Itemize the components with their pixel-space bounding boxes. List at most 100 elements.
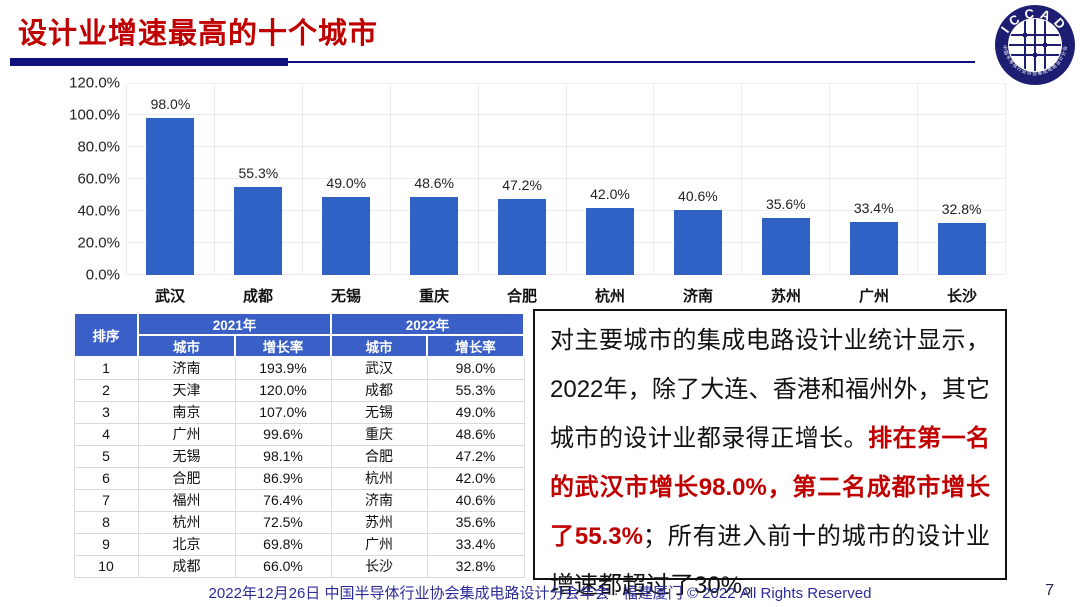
bar-value-label: 35.6% [765,196,806,213]
bar-成都 [234,186,283,275]
table-cell-city_2021: 无锡 [137,445,236,468]
bar-重庆 [410,197,459,275]
table-body: 1 济南 193.9% 武汉 98.0% 2 天津 120.0% 成都 55.3% 3 南京 107.0… [73,357,525,578]
table-cell-rank: 7 [73,489,139,512]
table-cell-city_2021: 广州 [137,423,236,446]
table-cell-city_2022: 成都 [330,379,428,402]
chart-x-axis: 武汉 成都 无锡 重庆 合肥 杭州 济南 苏州 广州 长沙 [126,281,1006,306]
summary-text-black-1: 对主要城市的集成电路设计业统计显示，2022年，除了大连、香港和福州外，其它城市… [550,327,990,452]
footer-text: 2022年12月26日 中国半导体行业协会集成电路设计分会年会 · 福建厦门 ©… [208,585,872,602]
y-tick-label: 80.0% [77,138,120,156]
chart-plot: 98.0% 55.3% 49.0% 48.6% 47.2% 42.0% 40.6% 35.6%… [126,83,1007,275]
chart-bar-column: 35.6% [742,84,831,275]
table-subheader-growth-2021: 增长率 [233,334,333,358]
table-row: 10 成都 66.0% 长沙 32.8% [73,555,525,578]
bar-value-label: 33.4% [853,199,894,216]
table-cell-city_2021: 天津 [137,379,236,402]
table-cell-city_2022: 重庆 [330,423,428,446]
chart-bar-column: 55.3% [215,84,303,275]
table-subheader-city-2021: 城市 [137,334,236,358]
y-tick-label: 100.0% [69,106,120,124]
bar-杭州 [585,207,634,275]
x-category-label: 苏州 [770,288,801,305]
title-underline-thick [10,58,288,66]
table-cell-growth_2022: 35.6% [426,511,525,534]
y-tick-label: 60.0% [77,170,120,188]
table-cell-growth_2021: 72.5% [234,511,332,534]
table-cell-city_2021: 福州 [137,489,236,512]
chart-bar-column: 32.8% [918,84,1007,275]
y-tick-label: 20.0% [77,234,120,252]
bar-value-label: 32.8% [941,200,982,217]
y-tick-label: 120.0% [69,74,120,92]
table-cell-rank: 4 [73,423,139,446]
table-cell-city_2022: 苏州 [330,511,428,534]
table-cell-city_2022: 杭州 [330,467,428,490]
chart-bar-column: 42.0% [567,84,655,275]
chart-y-axis: 120.0% 100.0% 80.0% 60.0% 40.0% 20.0% 0.0% [64,75,120,284]
table-row: 8 杭州 72.5% 苏州 35.6% [73,511,525,534]
table-cell-rank: 8 [73,511,139,534]
bar-合肥 [498,199,547,275]
table-cell-rank: 2 [73,379,139,402]
table-cell-growth_2022: 32.8% [426,555,525,578]
table-cell-city_2021: 杭州 [137,511,236,534]
table-cell-city_2022: 长沙 [330,555,428,578]
table-cell-city_2022: 合肥 [330,445,428,468]
x-category-label: 重庆 [418,288,449,305]
table-cell-growth_2021: 86.9% [234,467,332,490]
bar-value-label: 42.0% [590,185,630,202]
table-cell-rank: 10 [73,555,139,578]
x-category-label: 合肥 [506,288,537,305]
y-tick-label: 40.0% [77,202,120,220]
page-number: 7 [1045,582,1054,599]
page-title: 设计业增速最高的十个城市 [18,18,379,50]
table-header-rank: 排序 [73,312,139,358]
table-row: 9 北京 69.8% 广州 33.4% [73,533,525,556]
chart-bar-column: 33.4% [830,84,919,275]
x-category-label: 成都 [242,288,273,305]
table-cell-growth_2022: 55.3% [426,379,525,402]
summary-text-black-2: ；所有进入前十的城市的设计业增速都超过了30%。 [550,523,990,599]
bar-长沙 [937,222,986,275]
table-cell-growth_2022: 48.6% [426,423,525,446]
table-cell-growth_2021: 98.1% [234,445,332,468]
bar-济南 [673,210,722,275]
bar-value-label: 48.6% [414,175,455,192]
table-row: 7 福州 76.4% 济南 40.6% [73,489,525,512]
x-category-label: 长沙 [946,288,977,305]
table-row: 2 天津 120.0% 成都 55.3% [73,379,525,402]
x-category-label: 广州 [858,288,889,305]
table-cell-growth_2021: 66.0% [234,555,332,578]
table-subheader-city-2022: 城市 [330,334,429,358]
table-cell-city_2021: 济南 [137,357,236,380]
chart-bar-column: 49.0% [303,84,391,275]
bar-广州 [849,221,898,275]
bar-苏州 [761,218,810,275]
table-cell-rank: 5 [73,445,139,468]
table-cell-growth_2022: 49.0% [426,401,525,424]
table-cell-city_2022: 广州 [330,533,428,556]
table-cell-growth_2022: 42.0% [426,467,525,490]
y-tick-label: 0.0% [85,266,120,284]
iccad-logo: ICCAD 中国半导体行业协会集成电路设计分会 [995,5,1075,85]
table-cell-city_2021: 南京 [137,401,236,424]
table-cell-growth_2021: 69.8% [234,533,332,556]
table-cell-growth_2021: 120.0% [234,379,332,402]
table-row: 6 合肥 86.9% 杭州 42.0% [73,467,525,490]
table-cell-rank: 6 [73,467,139,490]
table-cell-city_2021: 成都 [137,555,236,578]
bar-value-label: 98.0% [150,96,191,113]
bar-value-label: 47.2% [502,177,542,194]
chart-bar-column: 48.6% [391,84,479,275]
growth-bar-chart: 120.0% 100.0% 80.0% 60.0% 40.0% 20.0% 0.0% 98.… [64,75,1014,308]
chart-bar-column: 40.6% [654,84,743,275]
table-cell-city_2022: 无锡 [330,401,428,424]
x-category-label: 杭州 [594,288,625,305]
x-category-label: 济南 [682,288,713,305]
bar-武汉 [146,118,195,275]
table-row: 3 南京 107.0% 无锡 49.0% [73,401,525,424]
table-cell-growth_2022: 98.0% [426,357,525,380]
table-cell-growth_2022: 47.2% [426,445,525,468]
